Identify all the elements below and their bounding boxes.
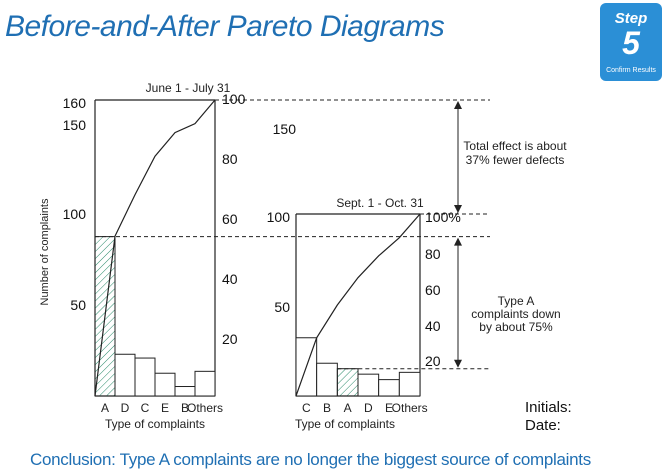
type-a-note: complaints down [471, 307, 560, 321]
after-x-tick: A [344, 401, 352, 415]
after-bar-Others [398, 371, 421, 397]
after-x-tick: Others [392, 401, 428, 415]
guide-lines [95, 99, 490, 370]
before-percent-tick: 60 [222, 211, 238, 227]
after-bar-E [378, 379, 400, 397]
after-chart-title: Sept. 1 - Oct. 31 [336, 196, 424, 210]
step-word: Step [614, 10, 648, 27]
before-bar-Others [194, 370, 216, 397]
before-bar-D [114, 353, 136, 397]
before-chart-title: June 1 - July 31 [146, 81, 231, 95]
date-label: Date: [525, 417, 561, 434]
before-cumulative-line [94, 99, 216, 397]
before-bar-B [174, 386, 196, 397]
after-y-tick-150: 150 [273, 121, 297, 137]
after-y-tick: 100 [267, 209, 291, 225]
after-percent-tick: 100% [425, 209, 461, 225]
after-x-tick: E [385, 401, 393, 415]
before-percent-tick: 20 [222, 331, 238, 347]
after-x-tick: B [323, 401, 331, 415]
after-x-tick: D [364, 401, 373, 415]
before-y-tick: 160 [63, 95, 87, 111]
after-percent-tick: 40 [425, 318, 441, 334]
before-percent-tick: 80 [222, 151, 238, 167]
total-effect-arrow-head-bottom [454, 205, 462, 213]
before-x-label: Type of complaints [105, 417, 205, 431]
step-badge: Step 5 Confirm Results [600, 3, 662, 81]
before-bar-C [134, 357, 156, 397]
step-number: 5 [622, 25, 640, 61]
type-a-arrow-head-top [454, 237, 462, 246]
before-y-tick: 150 [63, 117, 87, 133]
before-x-tick: A [101, 401, 109, 415]
step-subtitle: Confirm Results [606, 67, 656, 74]
before-x-tick: B [181, 401, 189, 415]
before-percent-tick: 100 [222, 91, 246, 107]
total-effect-note: Total effect is about [463, 139, 567, 153]
type-a-note: Type A [498, 294, 535, 308]
total-effect-arrow-head-top [454, 101, 462, 109]
before-x-tick: E [161, 401, 169, 415]
page-title: Before-and-After Pareto Diagrams [5, 10, 445, 43]
after-cumulative-line [295, 213, 421, 397]
after-percent-tick: 60 [425, 282, 441, 298]
after-x-label: Type of complaints [295, 417, 395, 431]
before-bar-E [154, 372, 176, 397]
before-x-tick: C [141, 401, 150, 415]
before-x-tick: D [121, 401, 130, 415]
after-bar-B [316, 362, 338, 397]
after-percent-tick: 20 [425, 353, 441, 369]
before-y-tick: 100 [63, 206, 87, 222]
total-effect-note: 37% fewer defects [466, 153, 565, 167]
before-y-tick: 50 [70, 297, 86, 313]
before-x-tick: Others [187, 401, 223, 415]
y-axis-label: Number of complaints [39, 198, 51, 305]
after-x-tick: C [302, 401, 311, 415]
after-bar-D [357, 373, 380, 397]
after-bar-A [336, 368, 359, 397]
before-percent-tick: 40 [222, 271, 238, 287]
conclusion-text: Conclusion: Type A complaints are no lon… [30, 450, 591, 469]
type-a-note: by about 75% [479, 320, 553, 334]
initials-label: Initials: [525, 399, 572, 416]
after-y-tick: 50 [274, 299, 290, 315]
type-a-arrow-head-bottom [454, 359, 462, 368]
after-percent-tick: 80 [425, 246, 441, 262]
